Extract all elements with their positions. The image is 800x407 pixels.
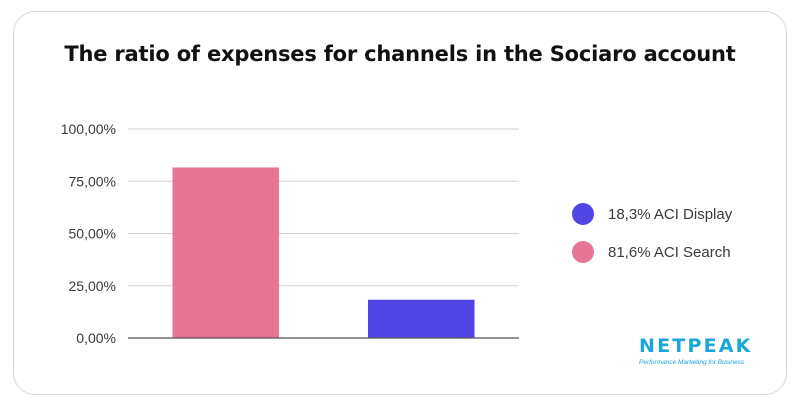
y-tick-label: 100,00% — [61, 121, 116, 137]
legend-item-aci-search: 81,6% ACI Search — [572, 240, 732, 264]
legend-item-aci-display: 18,3% ACI Display — [572, 202, 732, 226]
y-tick-label: 25,00% — [69, 278, 116, 294]
y-axis-tick-labels: 0,00% 25,00% 50,00% 75,00% 100,00% — [61, 121, 116, 346]
y-tick-label: 75,00% — [69, 173, 116, 189]
bar-aci-search — [172, 167, 280, 338]
legend-label-aci-display: 18,3% ACI Display — [608, 205, 733, 223]
y-tick-label: 0,00% — [76, 330, 116, 346]
legend-label-aci-search: 81,6% ACI Search — [608, 243, 731, 261]
legend-swatch-aci-display — [572, 203, 594, 225]
y-tick-label: 50,00% — [69, 226, 116, 242]
logo-wordmark: NETPEAK — [639, 335, 753, 357]
bars — [172, 167, 475, 338]
chart-title: The ratio of expenses for channels in th… — [64, 42, 736, 66]
netpeak-logo: NETPEAK Performance Marketing for Busine… — [639, 336, 751, 366]
legend-swatch-aci-search — [572, 241, 594, 263]
logo-tagline: Performance Marketing for Business — [639, 359, 745, 366]
bar-aci-display — [367, 299, 475, 338]
chart-legend: 18,3% ACI Display 81,6% ACI Search — [572, 202, 732, 278]
